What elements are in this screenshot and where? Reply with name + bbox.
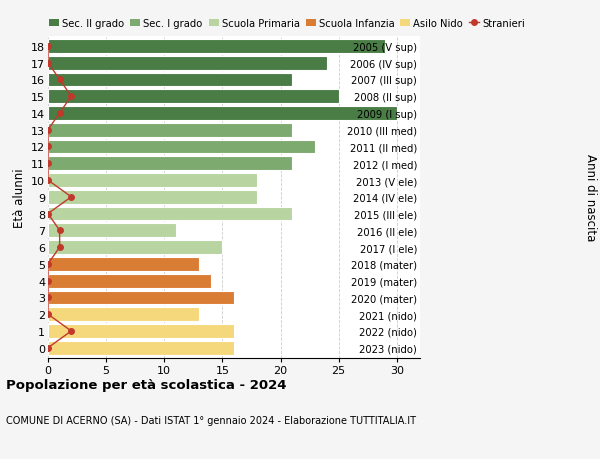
Bar [48,140,316,154]
Text: Anni di nascita: Anni di nascita [584,154,597,241]
Text: Popolazione per età scolastica - 2024: Popolazione per età scolastica - 2024 [6,379,287,392]
Bar [48,56,327,70]
Bar [48,107,397,121]
Bar [48,291,234,305]
Bar [48,341,234,355]
Bar [48,90,338,104]
Bar [48,325,234,338]
Bar [48,174,257,187]
Bar [48,157,292,171]
Bar [48,274,211,288]
Text: COMUNE DI ACERNO (SA) - Dati ISTAT 1° gennaio 2024 - Elaborazione TUTTITALIA.IT: COMUNE DI ACERNO (SA) - Dati ISTAT 1° ge… [6,415,416,425]
Bar [48,308,199,321]
Bar [48,190,257,204]
Bar [48,224,176,238]
Legend: Sec. II grado, Sec. I grado, Scuola Primaria, Scuola Infanzia, Asilo Nido, Stran: Sec. II grado, Sec. I grado, Scuola Prim… [49,18,525,28]
Bar [48,40,385,54]
Bar [48,123,292,137]
Bar [48,73,292,87]
Bar [48,257,199,271]
Bar [48,241,223,254]
Bar [48,207,292,221]
Y-axis label: Età alunni: Età alunni [13,168,26,227]
